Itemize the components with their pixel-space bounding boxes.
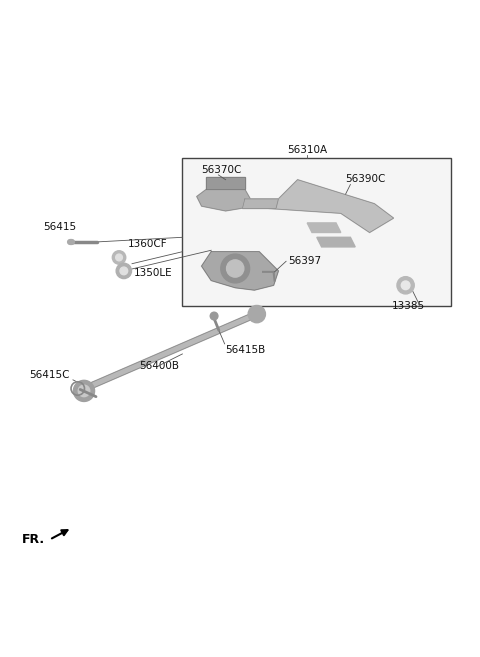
Text: 56397: 56397 <box>288 256 321 266</box>
Circle shape <box>221 254 250 283</box>
Polygon shape <box>78 311 258 394</box>
Text: 56390C: 56390C <box>346 175 386 185</box>
Text: 13385: 13385 <box>391 301 425 311</box>
Polygon shape <box>317 237 355 247</box>
Text: 1360CF: 1360CF <box>128 239 168 249</box>
Text: 56400B: 56400B <box>139 361 179 371</box>
Text: 56370C: 56370C <box>202 165 242 175</box>
Polygon shape <box>206 177 245 189</box>
Circle shape <box>401 281 410 290</box>
Circle shape <box>78 385 90 397</box>
Circle shape <box>248 306 265 323</box>
Polygon shape <box>202 252 278 290</box>
Polygon shape <box>242 199 278 208</box>
Circle shape <box>116 263 132 279</box>
Polygon shape <box>307 223 341 233</box>
Polygon shape <box>269 180 394 233</box>
Circle shape <box>112 251 126 264</box>
Bar <box>182 158 451 306</box>
Text: FR.: FR. <box>22 533 45 546</box>
Text: 56310A: 56310A <box>287 145 327 155</box>
Circle shape <box>227 260 244 277</box>
Circle shape <box>120 267 128 275</box>
Circle shape <box>116 254 122 261</box>
Circle shape <box>210 312 218 320</box>
Circle shape <box>73 380 95 401</box>
Text: 56415: 56415 <box>43 221 77 231</box>
Text: 56415B: 56415B <box>226 345 266 355</box>
Circle shape <box>397 277 414 294</box>
Text: 1350LE: 1350LE <box>133 268 172 278</box>
Polygon shape <box>197 189 254 211</box>
Text: 56415C: 56415C <box>29 370 69 380</box>
